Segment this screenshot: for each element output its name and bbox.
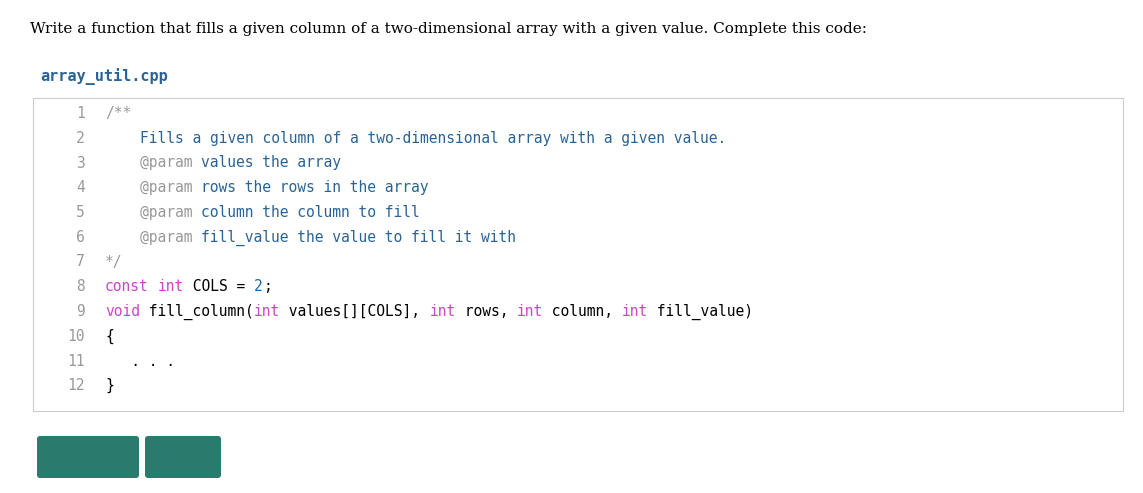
Text: int: int bbox=[622, 304, 648, 319]
Text: 10: 10 bbox=[67, 329, 85, 344]
Text: }: } bbox=[105, 378, 114, 393]
Text: 6: 6 bbox=[77, 230, 85, 245]
Text: */: */ bbox=[105, 254, 122, 270]
Text: 9: 9 bbox=[77, 304, 85, 319]
Text: @param: @param bbox=[105, 180, 201, 195]
Text: column,: column, bbox=[543, 304, 622, 319]
Text: rows the rows in the array: rows the rows in the array bbox=[201, 180, 429, 195]
Text: /**: /** bbox=[105, 106, 131, 121]
Text: ;: ; bbox=[263, 279, 272, 294]
Text: fill_value the value to fill it with: fill_value the value to fill it with bbox=[201, 230, 517, 246]
Text: 8: 8 bbox=[77, 279, 85, 294]
FancyBboxPatch shape bbox=[145, 436, 221, 478]
Text: @param: @param bbox=[105, 230, 201, 245]
Text: 1: 1 bbox=[77, 106, 85, 121]
Text: {: { bbox=[105, 329, 114, 344]
Text: 3: 3 bbox=[77, 155, 85, 171]
Bar bbox=[33, 98, 1124, 411]
Text: rows,: rows, bbox=[456, 304, 517, 319]
Text: 4: 4 bbox=[77, 180, 85, 195]
Text: @param: @param bbox=[105, 155, 201, 171]
Text: Reset: Reset bbox=[161, 450, 206, 464]
Text: values the array: values the array bbox=[201, 155, 342, 171]
Text: 12: 12 bbox=[67, 378, 85, 393]
Text: 11: 11 bbox=[67, 353, 85, 368]
Text: Write a function that fills a given column of a two-dimensional array with a giv: Write a function that fills a given colu… bbox=[30, 22, 868, 36]
Text: . . .: . . . bbox=[105, 353, 175, 368]
Text: int: int bbox=[254, 304, 280, 319]
Text: @param: @param bbox=[105, 205, 201, 220]
Text: array_util.cpp: array_util.cpp bbox=[40, 68, 168, 85]
Text: fill_value): fill_value) bbox=[648, 304, 753, 320]
Text: 2: 2 bbox=[254, 279, 263, 294]
Text: int: int bbox=[158, 279, 184, 294]
Text: COLS =: COLS = bbox=[184, 279, 254, 294]
Text: 5: 5 bbox=[77, 205, 85, 220]
Text: fill_column(: fill_column( bbox=[141, 304, 254, 320]
Text: CodeCheck: CodeCheck bbox=[45, 450, 131, 464]
Text: void: void bbox=[105, 304, 139, 319]
Text: values[][COLS],: values[][COLS], bbox=[280, 304, 429, 319]
Text: column the column to fill: column the column to fill bbox=[201, 205, 421, 220]
Text: 7: 7 bbox=[77, 254, 85, 270]
Text: int: int bbox=[517, 304, 543, 319]
Text: 2: 2 bbox=[77, 131, 85, 146]
FancyBboxPatch shape bbox=[37, 436, 139, 478]
Text: int: int bbox=[430, 304, 456, 319]
Text: const: const bbox=[105, 279, 149, 294]
Text: Fills a given column of a two-dimensional array with a given value.: Fills a given column of a two-dimensiona… bbox=[105, 131, 726, 146]
